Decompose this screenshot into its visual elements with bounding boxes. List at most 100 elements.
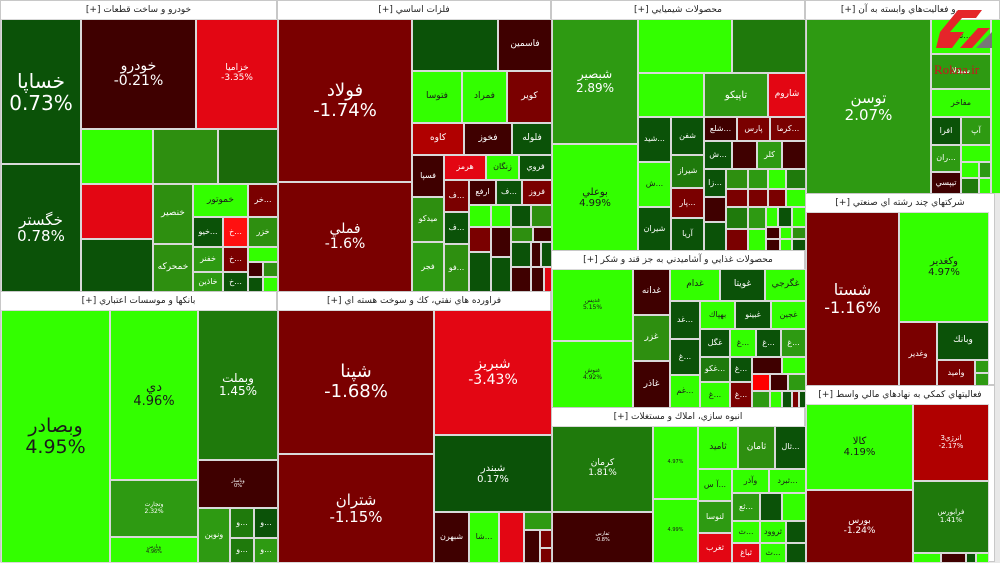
stock-tile[interactable]: ...خر [248, 184, 278, 217]
stock-tile[interactable]: ...غم [670, 375, 700, 408]
stock-tile[interactable]: غنوش 4.92% [552, 341, 633, 408]
stock-tile[interactable]: فولاد -1.74% [278, 19, 412, 182]
stock-tile[interactable]: ميدكو [412, 197, 444, 242]
stock-tile[interactable]: غدانه [633, 269, 670, 315]
stock-tile[interactable]: خگستر 0.78% [1, 164, 81, 292]
stock-tile[interactable]: غجين [771, 301, 806, 329]
stock-tile[interactable] [748, 189, 768, 207]
stock-tile[interactable]: ثفارس -0.8% [552, 512, 653, 563]
stock-tile[interactable]: شيران [638, 207, 671, 251]
stock-tile[interactable]: خزاميا -3.35% [196, 19, 278, 129]
stock-tile[interactable]: ...شلع [704, 117, 737, 141]
stock-tile[interactable] [81, 129, 153, 184]
stock-tile[interactable]: فتوسا [412, 71, 462, 123]
stock-tile[interactable]: ...غ [730, 382, 752, 408]
stock-tile[interactable]: ...شيد [638, 117, 671, 162]
stock-tile[interactable] [469, 252, 491, 292]
stock-tile[interactable]: غديس 5.15% [552, 269, 633, 341]
stock-tile[interactable] [533, 227, 552, 242]
stock-tile[interactable]: كالا 4.19% [806, 404, 913, 490]
stock-tile[interactable]: غزر [633, 315, 670, 361]
stock-tile[interactable]: فرابورس 1.41% [913, 481, 989, 553]
stock-tile[interactable]: وبانك [937, 322, 989, 360]
stock-tile[interactable] [704, 222, 726, 251]
stock-tile[interactable]: ...غ [756, 329, 781, 357]
stock-tile[interactable]: غاذر [633, 361, 670, 408]
stock-tile[interactable]: ...و [254, 538, 278, 563]
stock-tile[interactable]: ...ثبرد [769, 469, 806, 493]
stock-tile[interactable]: خمحركه [153, 244, 193, 292]
stock-tile[interactable] [81, 184, 153, 239]
stock-tile[interactable]: فملي -1.6% [278, 182, 412, 292]
stock-tile[interactable]: شبريز -3.43% [434, 310, 552, 435]
stock-tile[interactable]: مفاخر [931, 89, 991, 117]
stock-tile[interactable] [524, 512, 552, 530]
stock-tile[interactable]: پارس [737, 117, 770, 141]
stock-tile[interactable]: غگل [700, 329, 730, 357]
stock-tile[interactable]: آريا [671, 218, 704, 251]
stock-tile[interactable] [412, 19, 498, 71]
stock-tile[interactable]: شيراز [671, 155, 704, 188]
stock-tile[interactable]: ...خ [223, 272, 248, 292]
stock-tile[interactable]: تاپيكو [704, 73, 768, 117]
stock-tile[interactable]: ...غ [781, 329, 806, 357]
stock-tile[interactable] [511, 205, 531, 227]
stock-tile[interactable] [726, 189, 748, 207]
stock-tile[interactable]: ارفع [469, 180, 496, 205]
stock-tile[interactable]: زنگان [486, 155, 519, 180]
stock-tile[interactable] [766, 207, 778, 227]
stock-tile[interactable] [961, 145, 991, 162]
stock-tile[interactable] [248, 262, 263, 277]
stock-tile[interactable]: خنصير [153, 184, 193, 244]
stock-tile[interactable]: شفن [671, 117, 704, 155]
stock-tile[interactable] [748, 229, 766, 251]
stock-tile[interactable] [748, 169, 768, 189]
stock-tile[interactable]: ...غد [670, 301, 700, 339]
stock-tile[interactable]: 4.99% [653, 499, 698, 563]
stock-tile[interactable]: توسن 2.07% [806, 19, 931, 194]
stock-tile[interactable]: فاسمين [498, 19, 552, 71]
stock-tile[interactable]: كاوه [412, 123, 464, 155]
stock-tile[interactable]: شبندر 0.17% [434, 435, 552, 512]
stock-tile[interactable]: افرا [931, 117, 961, 145]
stock-tile[interactable] [726, 229, 748, 251]
stock-tile[interactable] [704, 197, 726, 222]
stock-tile[interactable] [788, 374, 806, 391]
stock-tile[interactable] [748, 207, 766, 229]
sector-title-expand[interactable]: شركتهاي چند رشته اي صنعتي [+] [806, 194, 994, 212]
stock-tile[interactable] [531, 242, 541, 267]
stock-tile[interactable] [263, 262, 278, 277]
stock-tile[interactable] [81, 239, 153, 292]
stock-tile[interactable] [469, 205, 491, 227]
stock-tile[interactable] [782, 357, 806, 374]
stock-tile[interactable] [782, 493, 806, 521]
stock-tile[interactable]: ثغرب [698, 533, 732, 563]
stock-tile[interactable] [469, 227, 491, 252]
stock-tile[interactable]: سبدلا [931, 54, 991, 89]
stock-tile[interactable]: ...ث [760, 543, 786, 563]
sector-title-expand[interactable]: ...و فعاليت‌هاي وابسته به آن [+] [806, 1, 999, 19]
stock-tile[interactable]: وآذر [732, 469, 769, 493]
stock-tile[interactable] [991, 19, 1000, 194]
stock-tile[interactable] [778, 207, 792, 227]
sector-title-expand[interactable]: محصولات شيميايي [+] [552, 1, 804, 19]
stock-tile[interactable]: تيپسي [931, 172, 961, 194]
stock-tile[interactable]: فسپا [412, 155, 444, 197]
stock-tile[interactable]: خاذين [193, 272, 223, 292]
stock-tile[interactable] [218, 129, 278, 184]
sector-title-expand[interactable]: محصولات غذايي و آشاميدني به جز قند و شكر… [552, 251, 804, 269]
stock-tile[interactable]: آپ [961, 117, 991, 145]
stock-tile[interactable] [263, 277, 278, 292]
stock-tile[interactable]: ...ثع [732, 493, 760, 521]
stock-tile[interactable] [792, 227, 806, 239]
stock-tile[interactable]: ثروود [760, 521, 786, 543]
stock-tile[interactable]: ...غ [730, 329, 756, 357]
stock-tile[interactable] [961, 178, 979, 194]
stock-tile[interactable] [491, 205, 511, 227]
stock-tile[interactable]: ...شا [469, 512, 499, 563]
stock-tile[interactable] [726, 207, 748, 229]
stock-tile[interactable] [153, 129, 218, 184]
stock-tile[interactable] [511, 267, 531, 292]
stock-tile[interactable] [975, 360, 989, 373]
stock-tile[interactable]: فخوز [464, 123, 512, 155]
